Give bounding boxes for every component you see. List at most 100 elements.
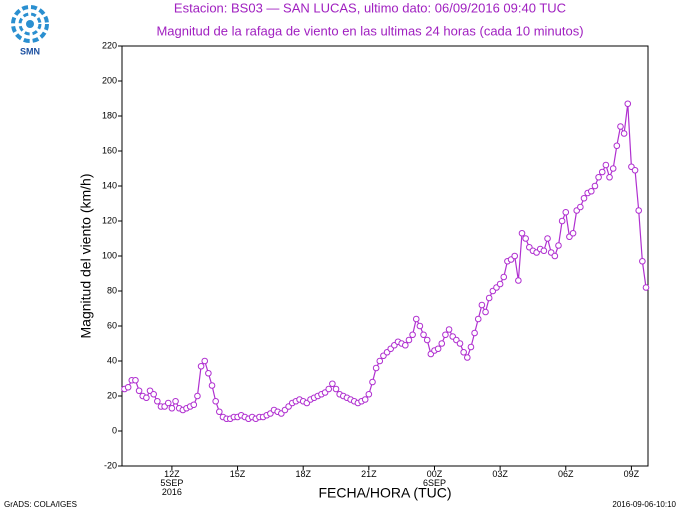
footer-right: 2016-09-06-10:10 xyxy=(612,500,676,509)
point xyxy=(609,165,617,172)
point xyxy=(332,385,340,393)
point xyxy=(511,252,519,260)
point xyxy=(613,142,621,150)
point xyxy=(409,331,416,339)
y-tick-label: 180 xyxy=(102,110,117,120)
point xyxy=(190,401,198,409)
point xyxy=(329,380,336,388)
y-tick-label: 80 xyxy=(107,285,117,295)
point xyxy=(464,354,471,361)
chart-subtitle: Magnitud de la rafaga de viento en las u… xyxy=(156,23,583,38)
point xyxy=(164,399,172,407)
point xyxy=(361,396,369,403)
y-tick-label: 100 xyxy=(102,250,117,260)
point xyxy=(216,408,223,416)
point xyxy=(471,329,478,337)
series-line xyxy=(124,103,647,420)
point xyxy=(496,280,504,288)
y-tick-label: 60 xyxy=(107,320,117,330)
y-tick-label: -20 xyxy=(104,460,117,470)
point xyxy=(205,369,212,377)
point xyxy=(551,252,559,260)
point xyxy=(624,100,632,108)
point xyxy=(595,173,602,181)
point xyxy=(639,257,646,265)
point xyxy=(522,235,529,242)
point xyxy=(474,315,482,323)
point xyxy=(598,168,606,176)
point xyxy=(482,308,489,316)
point xyxy=(143,394,150,402)
logo: SMN xyxy=(11,5,49,56)
point xyxy=(135,387,143,395)
point xyxy=(558,217,566,225)
point xyxy=(150,390,157,398)
point xyxy=(405,336,413,344)
point xyxy=(562,208,570,216)
point xyxy=(518,229,526,237)
point xyxy=(602,161,610,169)
x-axis-label: FECHA/HORA (TUC) xyxy=(319,485,452,501)
point xyxy=(635,207,643,214)
point xyxy=(591,182,599,190)
x-tick-label: 06Z xyxy=(558,469,574,479)
point xyxy=(631,166,639,174)
point xyxy=(587,187,595,195)
point xyxy=(642,284,650,291)
point xyxy=(544,235,551,242)
point xyxy=(194,392,201,400)
x-tick-label: 09Z xyxy=(624,469,640,479)
point xyxy=(555,242,562,249)
y-tick-label: 140 xyxy=(102,180,117,190)
point xyxy=(467,343,475,351)
point xyxy=(620,130,628,137)
point xyxy=(212,397,219,405)
point xyxy=(434,345,442,353)
point xyxy=(606,173,613,181)
point xyxy=(172,397,179,405)
footer-left: GrADS: COLA/IGES xyxy=(4,500,77,509)
point xyxy=(420,331,427,339)
point xyxy=(485,294,493,302)
y-tick-label: 220 xyxy=(102,40,117,50)
point xyxy=(197,362,205,370)
point xyxy=(325,385,333,393)
point xyxy=(456,340,464,347)
point xyxy=(577,203,584,211)
x-tick-label: 03Z xyxy=(492,469,508,479)
point xyxy=(442,331,449,339)
x-tick-label: 21Z xyxy=(361,469,377,479)
point xyxy=(168,404,176,412)
point xyxy=(132,376,139,384)
point xyxy=(438,340,446,347)
point xyxy=(376,357,384,365)
point xyxy=(617,123,624,130)
point xyxy=(540,247,548,255)
y-tick-label: 40 xyxy=(107,355,117,365)
point xyxy=(124,383,132,391)
y-tick-label: 120 xyxy=(102,215,117,225)
point xyxy=(201,357,209,365)
point xyxy=(423,336,431,344)
x-tick-label: 12Z 5SEP 2016 xyxy=(160,469,183,497)
point xyxy=(208,382,216,389)
point xyxy=(402,341,409,349)
point xyxy=(500,273,508,281)
point xyxy=(460,348,467,356)
y-tick-label: 200 xyxy=(102,75,117,85)
x-tick-label: 00Z 6SEP xyxy=(423,469,446,488)
point xyxy=(445,326,453,333)
point xyxy=(569,229,577,237)
point xyxy=(369,378,376,386)
chart-title: Estacion: BS03 — SAN LUCAS, ultimo dato:… xyxy=(174,0,566,15)
point xyxy=(515,277,522,284)
plot-frame xyxy=(121,45,649,467)
point xyxy=(416,322,424,330)
y-tick-label: 20 xyxy=(107,390,117,400)
point xyxy=(580,194,588,202)
point xyxy=(478,301,486,309)
point xyxy=(365,390,373,398)
point xyxy=(154,397,161,405)
y-axis-label: Magnitud del viento (km/h) xyxy=(78,174,94,339)
